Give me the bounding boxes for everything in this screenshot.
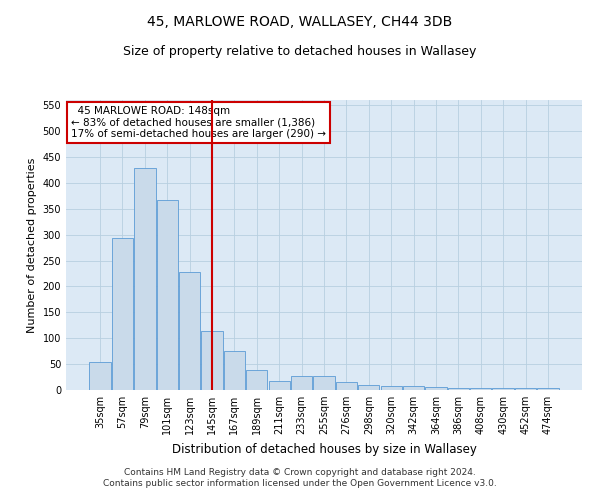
Bar bbox=[246, 370, 268, 390]
Bar bbox=[224, 350, 245, 390]
Text: 45 MARLOWE ROAD: 148sqm
← 83% of detached houses are smaller (1,386)
17% of semi: 45 MARLOWE ROAD: 148sqm ← 83% of detache… bbox=[71, 106, 326, 139]
Bar bbox=[537, 388, 559, 390]
Bar bbox=[291, 376, 312, 390]
Bar bbox=[89, 362, 111, 390]
Bar bbox=[157, 200, 178, 390]
Bar bbox=[179, 272, 200, 390]
Bar bbox=[358, 385, 379, 390]
Bar bbox=[403, 386, 424, 390]
Bar bbox=[112, 238, 133, 390]
Text: Size of property relative to detached houses in Wallasey: Size of property relative to detached ho… bbox=[124, 45, 476, 58]
Bar bbox=[515, 388, 536, 390]
Bar bbox=[425, 387, 446, 390]
X-axis label: Distribution of detached houses by size in Wallasey: Distribution of detached houses by size … bbox=[172, 442, 476, 456]
Bar bbox=[493, 388, 514, 390]
Bar bbox=[448, 388, 469, 390]
Bar bbox=[269, 380, 290, 390]
Text: 45, MARLOWE ROAD, WALLASEY, CH44 3DB: 45, MARLOWE ROAD, WALLASEY, CH44 3DB bbox=[148, 15, 452, 29]
Bar bbox=[380, 386, 402, 390]
Bar bbox=[313, 376, 335, 390]
Y-axis label: Number of detached properties: Number of detached properties bbox=[27, 158, 37, 332]
Bar bbox=[470, 388, 491, 390]
Bar bbox=[202, 332, 223, 390]
Bar bbox=[134, 168, 155, 390]
Text: Contains HM Land Registry data © Crown copyright and database right 2024.
Contai: Contains HM Land Registry data © Crown c… bbox=[103, 468, 497, 487]
Bar bbox=[336, 382, 357, 390]
